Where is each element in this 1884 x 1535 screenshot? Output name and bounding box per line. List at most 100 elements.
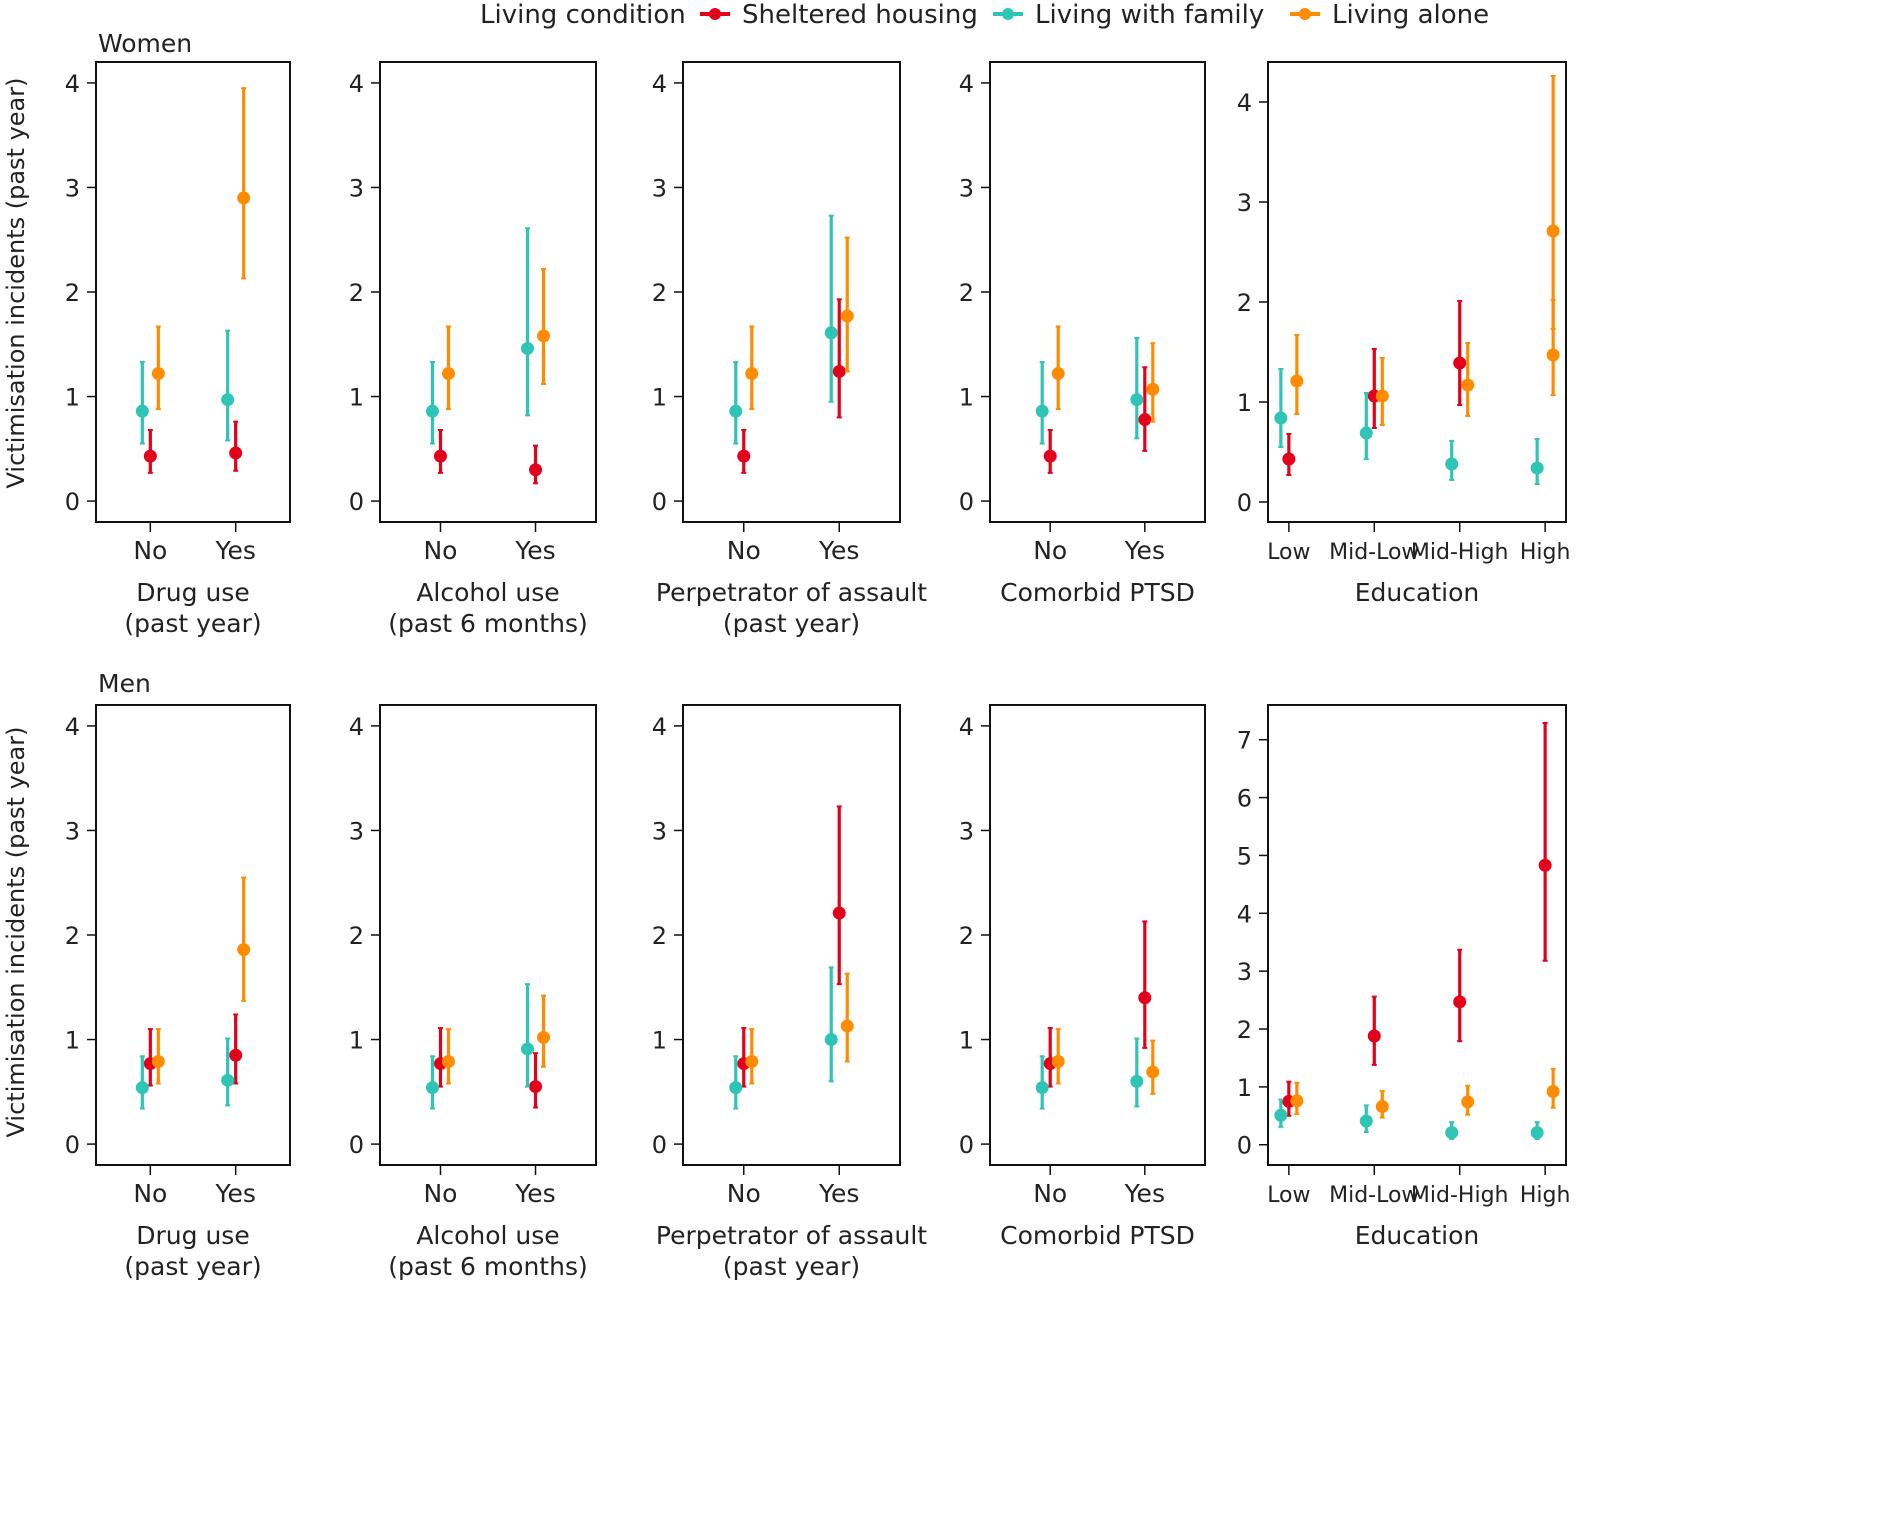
y-tick-label: 0	[1237, 1132, 1252, 1160]
x-tick-label: Mid-Low	[1329, 540, 1419, 565]
y-tick-label: 4	[1237, 89, 1252, 117]
y-tick-label: 0	[1237, 489, 1252, 517]
panel-frame	[1267, 61, 1567, 523]
y-tick-label: 0	[652, 1131, 667, 1159]
data-point	[1051, 367, 1065, 381]
x-axis-label: Comorbid PTSD	[1000, 578, 1195, 607]
data-point	[1274, 411, 1288, 425]
y-tick-label: 0	[65, 488, 80, 516]
y-tick-label: 3	[959, 174, 974, 202]
legend-entry-sheltered: Sheltered housing	[700, 0, 978, 30]
x-axis-label: Alcohol use	[416, 1221, 559, 1250]
y-tick-label: 4	[959, 70, 974, 98]
data-point	[521, 1042, 535, 1056]
data-point	[221, 393, 235, 407]
data-point	[521, 341, 535, 355]
data-point	[840, 309, 854, 323]
y-tick-label: 2	[65, 279, 80, 307]
x-axis-label: Alcohol use	[416, 578, 559, 607]
panel-1-0: 0 1 2 3 4 No Yes Drug use(past year)	[65, 704, 291, 1281]
y-tick-label: 0	[652, 488, 667, 516]
data-point	[729, 404, 743, 418]
y-tick-label: 0	[959, 488, 974, 516]
y-tick-label: 2	[652, 279, 667, 307]
data-point	[1546, 348, 1560, 362]
y-tick-label: 1	[652, 384, 667, 412]
data-point	[824, 1033, 838, 1047]
x-tick-label: Mid-High	[1411, 540, 1509, 565]
x-tick-label: High	[1520, 1183, 1571, 1208]
y-tick-label: 3	[1237, 958, 1252, 986]
data-point	[1290, 374, 1304, 388]
data-point	[1445, 457, 1459, 471]
data-point	[237, 943, 251, 957]
y-tick-label: 1	[959, 384, 974, 412]
panel-1-2: 0 1 2 3 4 No Yes Perpetrator of assault(past ye…	[652, 704, 927, 1281]
x-axis-label: Perpetrator of assault	[656, 578, 927, 607]
panel-frame	[682, 61, 901, 523]
data-point	[824, 326, 838, 340]
y-tick-label: 3	[959, 817, 974, 845]
data-point	[529, 463, 543, 477]
data-point	[1130, 393, 1144, 407]
legend-label: Living alone	[1332, 0, 1489, 30]
data-point	[1035, 1081, 1049, 1095]
x-tick-label: No	[1033, 1179, 1067, 1208]
legend: Living condition Sheltered housing Livin…	[480, 0, 1489, 30]
data-point	[1461, 378, 1475, 392]
y-tick-label: 3	[65, 817, 80, 845]
y-tick-label: 2	[959, 279, 974, 307]
y-tick-label: 6	[1237, 785, 1252, 813]
x-tick-label: Yes	[514, 536, 555, 565]
data-point	[151, 1055, 165, 1068]
panel-frame	[95, 704, 291, 1166]
data-point	[1359, 1114, 1373, 1128]
x-tick-label: Yes	[818, 536, 859, 565]
legend-label: Sheltered housing	[742, 0, 978, 30]
y-tick-label: 2	[652, 922, 667, 950]
data-point	[537, 329, 551, 343]
x-tick-label: Yes	[1124, 536, 1165, 565]
data-point	[1138, 413, 1152, 427]
data-point	[1051, 1055, 1065, 1068]
x-tick-label: Yes	[818, 1179, 859, 1208]
data-point	[537, 1030, 551, 1044]
y-tick-label: 3	[652, 174, 667, 202]
x-tick-label: No	[727, 1179, 761, 1208]
data-point	[1035, 404, 1049, 418]
panel-frame	[682, 704, 901, 1166]
y-tick-label: 2	[65, 922, 80, 950]
panel-0-1: 0 1 2 3 4 No Yes Alcohol use(past 6 months)	[349, 61, 597, 638]
data-point	[1453, 995, 1467, 1009]
data-point	[143, 449, 157, 463]
legend-entry-alone: Living alone	[1290, 0, 1489, 30]
data-point	[1146, 1065, 1160, 1079]
y-tick-label: 2	[349, 279, 364, 307]
y-tick-label: 4	[65, 713, 80, 741]
panel-frame	[379, 61, 597, 523]
y-tick-label: 4	[959, 713, 974, 741]
y-tick-label: 3	[652, 817, 667, 845]
data-point	[1359, 426, 1373, 440]
x-tick-label: Yes	[215, 1179, 256, 1208]
x-tick-label: High	[1520, 540, 1571, 565]
data-point	[840, 1019, 854, 1033]
row-title-men: Men	[98, 669, 151, 698]
data-point	[229, 1048, 243, 1062]
panel-1-3: 0 1 2 3 4 No Yes Comorbid PTSD	[959, 704, 1206, 1250]
data-point	[832, 906, 846, 920]
x-tick-label: No	[133, 536, 167, 565]
y-tick-label: 1	[959, 1027, 974, 1055]
data-point	[745, 1055, 759, 1068]
x-axis-label: (past 6 months)	[388, 609, 588, 638]
data-point	[1530, 1126, 1544, 1140]
x-axis-label: (past year)	[124, 1252, 261, 1281]
data-point	[1367, 1029, 1381, 1043]
data-point	[1146, 382, 1160, 396]
y-tick-label: 2	[959, 922, 974, 950]
data-point	[237, 191, 251, 205]
x-axis-label: Education	[1355, 1221, 1479, 1250]
legend-entry-family: Living with family	[993, 0, 1264, 30]
data-point	[1274, 1108, 1288, 1122]
y-tick-label: 1	[65, 384, 80, 412]
